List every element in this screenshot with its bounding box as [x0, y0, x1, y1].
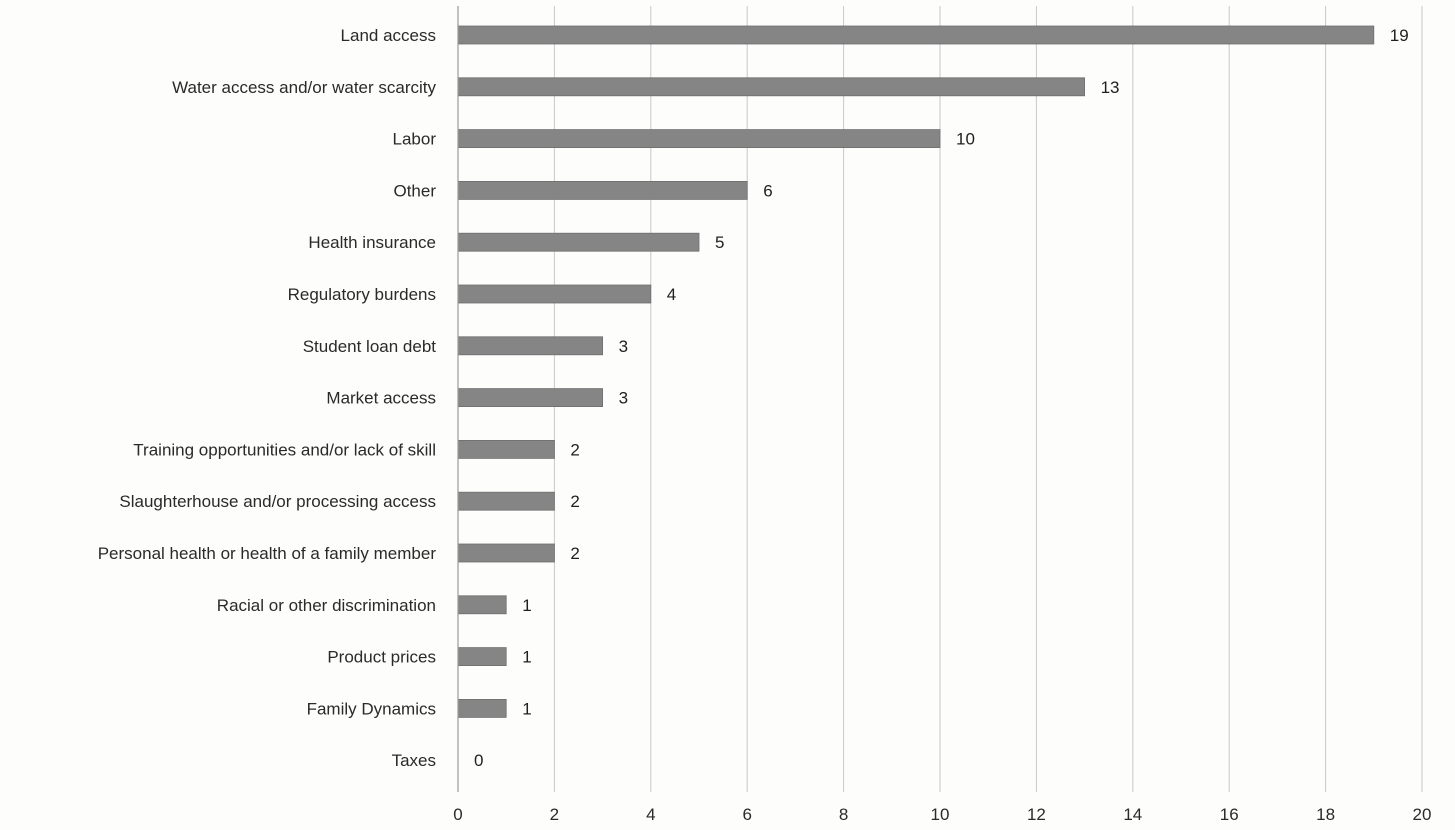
x-tick-label-6: 6 — [742, 805, 751, 824]
x-tick-label-16: 16 — [1220, 805, 1239, 824]
bar-14 — [457, 699, 507, 718]
data-label-2: 13 — [1101, 78, 1120, 97]
bar-5 — [457, 232, 700, 252]
category-label-5: Health insurance — [308, 233, 436, 252]
bar-10 — [457, 491, 555, 511]
category-label-4: Other — [393, 181, 436, 200]
x-tick-label-8: 8 — [839, 805, 848, 824]
category-label-3: Labor — [393, 130, 437, 149]
category-label-8: Market access — [326, 389, 436, 408]
category-label-2: Water access and/or water scarcity — [172, 78, 436, 97]
category-label-11: Personal health or health of a family me… — [98, 544, 437, 563]
bar-4 — [457, 180, 748, 200]
data-label-13: 1 — [522, 648, 531, 667]
x-tick-label-20: 20 — [1413, 805, 1432, 824]
category-label-13: Product prices — [327, 648, 436, 667]
bar-12 — [457, 595, 507, 615]
category-label-6: Regulatory burdens — [288, 285, 436, 304]
category-label-7: Student loan debt — [303, 337, 437, 356]
bar-9 — [457, 439, 555, 459]
x-tick-label-10: 10 — [931, 805, 950, 824]
data-label-15: 0 — [474, 751, 483, 770]
data-label-8: 3 — [619, 389, 628, 408]
category-label-14: Family Dynamics — [307, 699, 436, 718]
data-label-10: 2 — [570, 492, 579, 511]
x-tick-label-2: 2 — [550, 805, 559, 824]
bar-8 — [457, 388, 604, 408]
x-tick-label-18: 18 — [1316, 805, 1335, 824]
x-tick-label-0: 0 — [453, 805, 462, 824]
bar-11 — [457, 543, 555, 563]
bar-3 — [457, 129, 941, 149]
bar-1 — [457, 25, 1375, 45]
category-label-9: Training opportunities and/or lack of sk… — [133, 440, 436, 459]
bar-2 — [457, 77, 1085, 97]
bar-13 — [457, 647, 507, 666]
gridlines — [553, 6, 1423, 792]
data-label-5: 5 — [715, 233, 724, 252]
x-tick-label-4: 4 — [646, 805, 655, 824]
data-label-3: 10 — [956, 130, 975, 149]
data-label-1: 19 — [1390, 26, 1409, 45]
data-label-7: 3 — [619, 337, 628, 356]
x-tick-label-14: 14 — [1123, 805, 1142, 824]
bar-7 — [457, 336, 604, 356]
x-tick-label-12: 12 — [1027, 805, 1046, 824]
category-label-1: Land access — [341, 26, 436, 45]
data-label-9: 2 — [570, 440, 579, 459]
data-label-6: 4 — [667, 285, 676, 304]
category-label-15: Taxes — [392, 751, 436, 770]
bars — [457, 25, 1375, 718]
data-label-4: 6 — [763, 181, 772, 200]
data-label-11: 2 — [570, 544, 579, 563]
data-label-12: 1 — [522, 596, 531, 615]
category-label-10: Slaughterhouse and/or processing access — [119, 492, 436, 511]
data-label-14: 1 — [522, 699, 531, 718]
category-label-12: Racial or other discrimination — [217, 596, 436, 615]
bar-6 — [457, 284, 652, 304]
